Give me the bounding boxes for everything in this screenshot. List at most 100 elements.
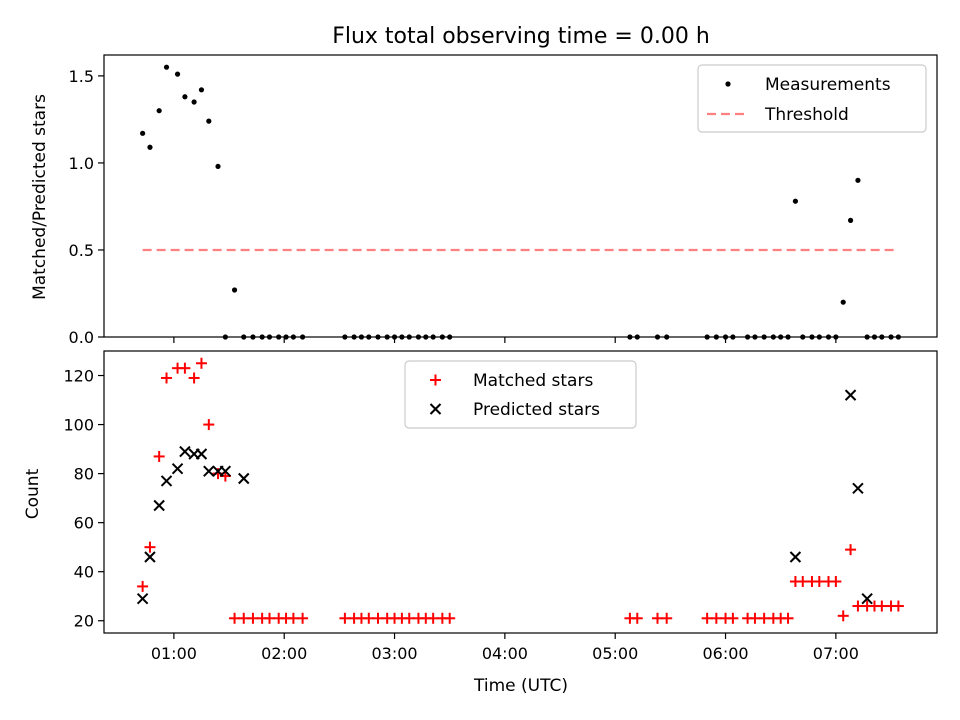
- measurement-point: [722, 334, 729, 340]
- measurement-point: [785, 334, 791, 340]
- measurement-point: [634, 334, 640, 340]
- x-marker-b: [136, 592, 149, 605]
- top-y-tick-label: 1.0: [69, 154, 94, 173]
- matched-star-point: [297, 612, 309, 624]
- bottom-y-tick-label: 100: [63, 416, 94, 435]
- x-tick-label: 05:00: [592, 644, 638, 663]
- x-tick-label: 07:00: [813, 644, 859, 663]
- measurement-point: [276, 334, 282, 340]
- x-marker-b: [171, 462, 184, 475]
- legend-threshold-label: Threshold: [764, 105, 849, 125]
- top-y-axis-label: Matched/Predicted stars: [30, 94, 50, 300]
- bottom-y-tick-label: 120: [63, 367, 94, 386]
- legend-matched-label: Matched stars: [473, 371, 593, 391]
- legend-predicted-marker: [429, 403, 442, 415]
- measurement-point: [290, 334, 297, 340]
- matched-star-point: [427, 612, 439, 624]
- matched-star-point: [363, 612, 375, 624]
- measurement-point: [174, 71, 181, 77]
- predicted-star-point: [153, 499, 165, 512]
- matched-star-point: [339, 612, 351, 624]
- predicted-star-point: [789, 551, 802, 563]
- measurement-point: [241, 334, 247, 340]
- measurement-point: [299, 334, 306, 340]
- measurement-point: [825, 334, 832, 340]
- top-legend: Measurements Threshold: [697, 64, 927, 133]
- measurement-point: [351, 334, 357, 340]
- predicted-star-point: [852, 482, 864, 495]
- bottom-y-tick-label: 20: [74, 612, 94, 631]
- matched-star-point: [247, 612, 259, 624]
- measurement-point: [191, 99, 197, 105]
- measurement-point: [375, 334, 381, 340]
- measurement-point: [140, 130, 146, 136]
- measurement-point: [163, 64, 170, 70]
- measurement-point: [342, 334, 348, 340]
- x-marker-b: [160, 475, 173, 487]
- measurement-point: [833, 334, 839, 340]
- x-tick-label: 06:00: [702, 644, 748, 663]
- predicted-star-point: [136, 592, 149, 605]
- measurement-point: [231, 287, 238, 293]
- matched-star-point: [161, 372, 173, 384]
- x-marker-b: [861, 592, 873, 605]
- x-marker-b: [153, 499, 165, 512]
- top-y-tick-label: 0.5: [69, 241, 94, 260]
- bottom-y-tick-label: 60: [74, 514, 94, 533]
- matched-star-point: [188, 372, 200, 384]
- measurement-point: [447, 334, 453, 340]
- measurement-point: [415, 334, 422, 340]
- chart-title: Flux total observing time = 0.00 h: [332, 24, 710, 49]
- bottom-legend-box: [404, 360, 637, 429]
- x-marker-b: [203, 465, 215, 477]
- matched-star-point: [661, 612, 673, 624]
- matched-star-point: [444, 612, 456, 624]
- measurement-point: [358, 334, 365, 340]
- bottom-y-tick-label: 40: [74, 563, 94, 582]
- x-marker-b: [238, 472, 250, 485]
- predicted-star-point: [171, 462, 184, 475]
- measurement-point: [744, 334, 751, 340]
- matched-star-point: [195, 357, 207, 369]
- matched-star-point: [651, 612, 663, 624]
- x-marker-b: [789, 551, 802, 563]
- measurement-point: [366, 334, 372, 340]
- measurement-point: [761, 334, 767, 340]
- matched-star-point: [758, 612, 770, 624]
- measurement-point: [816, 334, 822, 340]
- top-plot-frame: [103, 54, 938, 338]
- measurement-point: [855, 177, 861, 183]
- measurement-point: [871, 334, 878, 340]
- x-tick-label: 01:00: [151, 644, 197, 663]
- matched-star-point: [263, 612, 275, 624]
- matched-star-point: [372, 612, 384, 624]
- x-marker-b: [144, 551, 156, 563]
- matched-star-point: [797, 576, 809, 588]
- measurement-point: [664, 334, 670, 340]
- measurement-point: [800, 334, 806, 340]
- measurement-point: [406, 334, 412, 340]
- matched-star-point: [813, 576, 825, 588]
- top-plot-area: 0.0 0.5 1.0 1.5: [69, 54, 938, 347]
- top-legend-box: [697, 64, 927, 133]
- measurement-point: [627, 334, 633, 340]
- measurement-point: [156, 108, 162, 114]
- x-tick-label: 04:00: [482, 644, 528, 663]
- matched-star-point: [137, 580, 149, 592]
- measurement-point: [704, 334, 710, 340]
- matched-star-point: [892, 600, 904, 612]
- matched-star-point: [727, 612, 739, 624]
- legend-measurements-marker: [725, 81, 731, 87]
- measurement-point: [198, 87, 205, 93]
- measurement-point: [730, 334, 736, 340]
- top-y-tick-label: 0.0: [69, 328, 94, 347]
- bottom-y-tick-label: 80: [74, 465, 94, 484]
- measurement-point: [809, 334, 815, 340]
- matched-star-point: [631, 612, 643, 624]
- matched-star-point: [229, 612, 241, 624]
- x-marker-b: [852, 482, 864, 495]
- legend-measurements-label: Measurements: [765, 75, 891, 95]
- matched-star-point: [876, 600, 888, 612]
- top-y-tick-label: 1.5: [69, 67, 94, 86]
